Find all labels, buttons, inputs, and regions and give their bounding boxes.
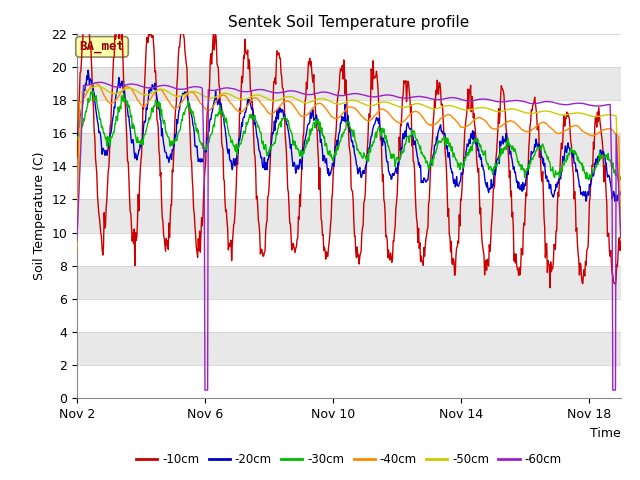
Text: BA_met: BA_met [79, 40, 125, 53]
Bar [77, 299, 621, 332]
Legend: -10cm, -20cm, -30cm, -40cm, -50cm, -60cm: -10cm, -20cm, -30cm, -40cm, -50cm, -60cm [131, 448, 566, 470]
Y-axis label: Soil Temperature (C): Soil Temperature (C) [33, 152, 45, 280]
Bar [77, 166, 621, 199]
Bar [77, 34, 621, 67]
Bar [77, 233, 621, 266]
X-axis label: Time: Time [590, 427, 621, 440]
Bar [77, 100, 621, 133]
Title: Sentek Soil Temperature profile: Sentek Soil Temperature profile [228, 15, 469, 30]
Bar [77, 365, 621, 398]
